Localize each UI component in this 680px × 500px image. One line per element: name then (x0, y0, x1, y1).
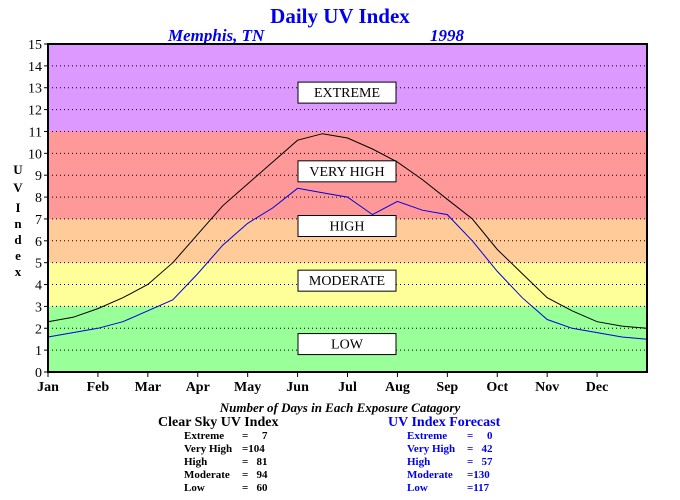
x-tick-label: Apr (186, 380, 210, 395)
y-axis-label-char: U (13, 162, 23, 177)
y-tick-label: 9 (35, 169, 42, 184)
x-tick-label: Jan (37, 380, 59, 395)
y-tick-label: 7 (35, 213, 42, 228)
stat-label: Very High (184, 443, 233, 455)
x-tick-label: Sep (436, 380, 458, 395)
y-tick-label: 8 (35, 191, 42, 206)
stat-value: = 57 (467, 456, 493, 468)
forecast-title: UV Index Forecast (388, 415, 501, 430)
stat-value: =130 (467, 469, 490, 481)
band-label: LOW (331, 338, 364, 353)
stat-label: High (184, 456, 208, 468)
band-label-box (297, 333, 397, 356)
y-tick-label: 10 (28, 147, 42, 162)
clear-sky-title: Clear Sky UV Index (158, 415, 279, 430)
summary-heading: Number of Days in Each Exposure Catagory (219, 400, 461, 415)
band-label-box (297, 81, 397, 104)
stat-label: Extreme (184, 430, 225, 442)
y-tick-label: 3 (35, 300, 42, 315)
year-label: 1998 (430, 26, 464, 45)
stat-value: =104 (242, 443, 265, 455)
chart-title: Daily UV Index (270, 4, 410, 28)
y-axis-label-char: I (15, 200, 21, 215)
band-label: MODERATE (309, 274, 385, 289)
y-axis-label-char: n (14, 216, 22, 231)
stat-label: Low (407, 482, 428, 494)
band-label-box (297, 269, 397, 292)
band-label: VERY HIGH (309, 165, 384, 180)
y-tick-label: 0 (35, 366, 42, 381)
x-tick-label: Jul (338, 380, 357, 395)
clear-sky-line (47, 133, 648, 329)
location-label: Memphis, TN (168, 26, 265, 45)
band-label-box (297, 214, 397, 237)
y-axis-label-char: x (14, 264, 22, 279)
stat-label: Extreme (407, 430, 448, 442)
y-tick-label: 1 (35, 344, 42, 359)
stat-value: = 7 (242, 430, 268, 442)
x-tick-label: May (234, 380, 261, 395)
stat-label: Moderate (184, 469, 230, 481)
band-label: HIGH (330, 219, 365, 234)
y-tick-label: 14 (28, 60, 42, 75)
band-label-box (297, 160, 397, 183)
stat-label: Moderate (407, 469, 453, 481)
x-tick-label: Dec (586, 380, 609, 395)
y-axis-label-char: d (14, 232, 22, 247)
stat-label: High (407, 456, 431, 468)
y-tick-label: 5 (35, 257, 42, 272)
x-tick-label: Feb (87, 380, 110, 395)
x-tick-label: Mar (135, 380, 161, 395)
stat-value: =117 (467, 482, 490, 494)
band-label: EXTREME (314, 86, 380, 101)
stat-label: Low (184, 482, 205, 494)
y-tick-label: 2 (35, 322, 42, 337)
y-axis-label-char: V (13, 180, 23, 195)
stat-value: = 0 (467, 430, 493, 442)
x-tick-label: Jun (286, 380, 309, 395)
y-tick-label: 12 (28, 104, 42, 119)
y-tick-label: 6 (35, 235, 42, 250)
stat-value: = 60 (242, 482, 268, 494)
forecast-line (47, 187, 648, 340)
y-axis-label-char: e (15, 248, 21, 263)
y-tick-label: 11 (29, 125, 42, 140)
x-tick-label: Oct (486, 380, 508, 395)
y-tick-label: 15 (28, 38, 42, 53)
y-tick-label: 13 (28, 82, 42, 97)
x-tick-label: Nov (535, 380, 559, 395)
stat-value: = 81 (242, 456, 268, 468)
y-tick-label: 4 (35, 279, 42, 294)
stat-value: = 42 (467, 443, 493, 455)
stat-value: = 94 (242, 469, 268, 481)
x-tick-label: Aug (385, 380, 410, 395)
stat-label: Very High (407, 443, 456, 455)
